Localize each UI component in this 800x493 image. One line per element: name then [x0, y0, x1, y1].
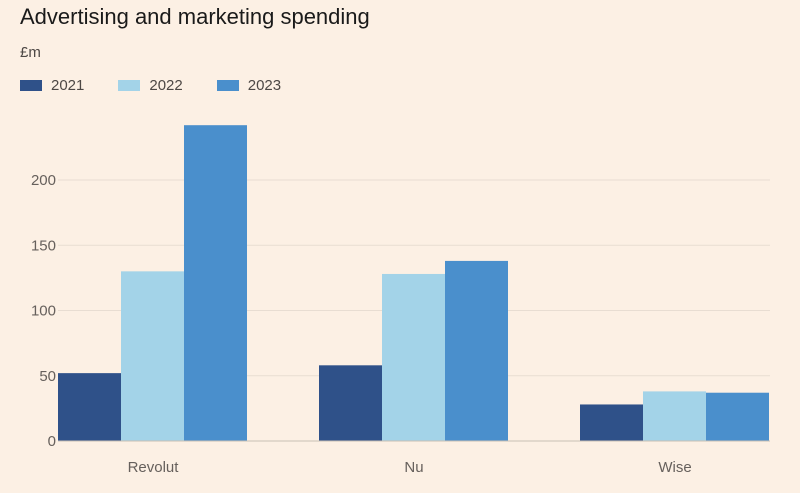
y-tick-label-0: 0: [48, 433, 56, 450]
bar-wise-2022: [643, 391, 706, 441]
y-tick-label-100: 100: [31, 303, 56, 320]
bar-nu-2022: [382, 273, 445, 441]
legend-swatch-2023: [216, 80, 239, 91]
legend-label-2021: 2021: [51, 77, 85, 94]
legend-swatch-2022: [118, 80, 141, 91]
y-tick-label-50: 50: [39, 368, 56, 385]
y-tick-label-200: 200: [31, 172, 56, 189]
legend-swatch-2021: [20, 80, 42, 91]
x-tick-label-revolut: Revolut: [128, 459, 180, 476]
bar-revolut-2023: [184, 125, 247, 441]
x-tick-label-nu: Nu: [404, 459, 423, 476]
y-axis-unit-label: £m: [20, 44, 41, 61]
bar-revolut-2022: [121, 271, 184, 441]
bar-wise-2021: [580, 404, 643, 441]
legend-item-2021: 2021: [20, 77, 84, 94]
chart-title: Advertising and marketing spending: [20, 4, 370, 29]
y-tick-label-150: 150: [31, 237, 56, 254]
legend-item-2022: 2022: [118, 77, 183, 94]
bar-nu-2023: [445, 260, 508, 441]
bar-wise-2023: [706, 392, 769, 441]
legend-label-2022: 2022: [149, 77, 183, 94]
legend: 2021 2022 2023: [20, 77, 315, 94]
legend-label-2023: 2023: [247, 77, 282, 94]
legend-item-2023: 2023: [216, 77, 282, 94]
bar-revolut-2021: [58, 373, 121, 441]
bar-nu-2021: [319, 365, 382, 441]
x-tick-label-wise: Wise: [658, 459, 691, 476]
